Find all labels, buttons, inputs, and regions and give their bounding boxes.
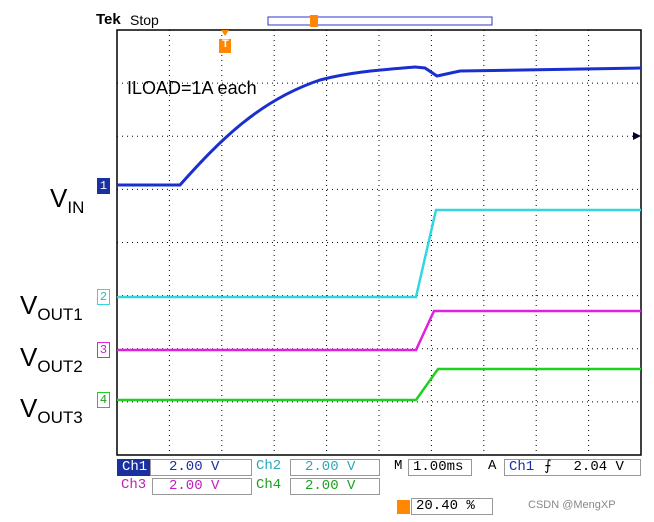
ch4-scale: 2.00 V — [290, 478, 380, 495]
label-sub: OUT1 — [37, 305, 83, 324]
trigger-source: Ch1 ⨍ 2.04 V — [504, 459, 641, 476]
trigger-mode: A — [488, 458, 497, 474]
ch4-tag: Ch4 — [256, 477, 282, 493]
ch3-marker: 3 — [97, 342, 110, 358]
ch2-marker: 2 — [97, 289, 110, 305]
time-prefix: M — [394, 458, 403, 474]
trigger-level: 2.04 V — [573, 459, 624, 475]
ch1-tag: Ch1 — [117, 459, 150, 476]
annotation: ILOAD=1A each — [127, 78, 257, 98]
ch3-tag: Ch3 — [121, 477, 147, 493]
vout2-label: VOUT2 — [20, 342, 83, 377]
trigger-marker: T — [222, 38, 229, 50]
label-main: V — [20, 393, 38, 423]
label-main: V — [20, 290, 38, 320]
brand: Tek — [96, 11, 121, 28]
watermark: CSDN @MengXP — [528, 499, 616, 511]
ch1-scale: 2.00 V — [150, 459, 252, 476]
label-main: V — [20, 342, 38, 372]
ch4-marker: 4 — [97, 392, 110, 408]
vin-trace — [117, 65, 642, 187]
label-main: V — [50, 183, 68, 213]
vout1-label: VOUT1 — [20, 290, 83, 325]
ch2-scale: 2.00 V — [290, 459, 380, 476]
label-sub: IN — [67, 198, 85, 217]
label-sub: OUT3 — [37, 408, 83, 427]
trigger-position: 20.40 % — [411, 498, 493, 515]
vout3-label: VOUT3 — [20, 393, 83, 428]
ch1-marker: 1 — [97, 178, 110, 194]
time-scale: 1.00ms — [408, 459, 472, 476]
label-sub: OUT2 — [37, 357, 83, 376]
ch3-scale: 2.00 V — [152, 478, 252, 495]
vin-label: VIN — [50, 183, 84, 218]
trigger-marker-top — [310, 15, 318, 27]
vout1-trace — [117, 208, 641, 299]
trigger-source-text: Ch1 — [509, 459, 535, 475]
trigger-pos-icon — [397, 500, 410, 514]
trigger-level-arrow — [633, 132, 641, 140]
vout3-trace — [117, 367, 641, 402]
trigger-arrow — [221, 30, 229, 36]
trigger-marker-box — [219, 39, 231, 53]
ch2-tag: Ch2 — [256, 458, 282, 474]
acq-state: Stop — [130, 12, 159, 28]
record-bar — [267, 16, 493, 26]
vout2-trace — [117, 309, 641, 352]
